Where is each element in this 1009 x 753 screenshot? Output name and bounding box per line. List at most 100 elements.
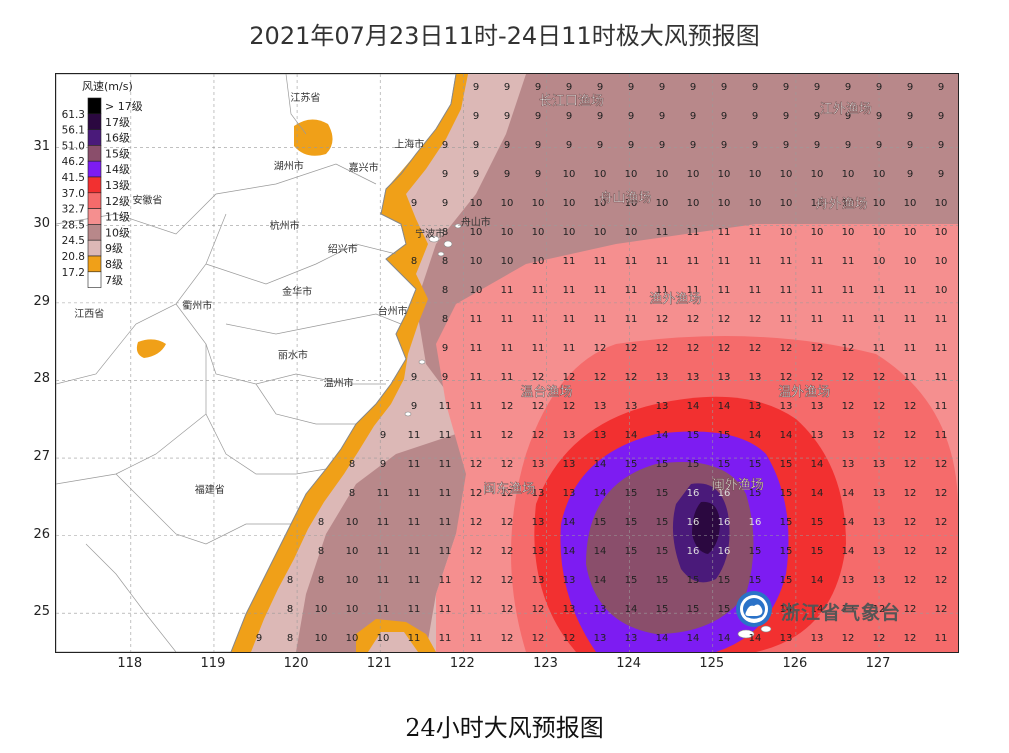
wind-value: 9 — [876, 140, 882, 151]
wind-value: 9 — [690, 111, 696, 122]
wind-value: 11 — [935, 401, 948, 412]
wind-value: 12 — [811, 372, 824, 383]
wind-value: 13 — [656, 401, 669, 412]
wind-value: 15 — [718, 459, 731, 470]
wind-value: 15 — [656, 459, 669, 470]
wind-value: 10 — [532, 198, 545, 209]
wind-value: 9 — [256, 633, 262, 644]
islands — [404, 223, 772, 639]
wind-value: 9 — [442, 140, 448, 151]
x-tick-label: 127 — [865, 656, 891, 671]
wind-value: 11 — [594, 285, 607, 296]
wind-value: 13 — [718, 372, 731, 383]
wind-value: 11 — [625, 314, 638, 325]
wind-value: 14 — [842, 546, 855, 557]
wind-value: 13 — [594, 633, 607, 644]
wind-value: 11 — [377, 604, 390, 615]
fishery-label: 舟山渔场 — [599, 191, 651, 206]
x-tick-label: 126 — [782, 656, 808, 671]
legend-label: 12级 — [105, 195, 130, 208]
wind-value: 9 — [380, 459, 386, 470]
wind-value: 11 — [439, 430, 452, 441]
wind-value: 13 — [842, 575, 855, 586]
wind-value: 15 — [625, 575, 638, 586]
y-tick-label: 25 — [33, 604, 50, 620]
wind-value: 15 — [625, 546, 638, 557]
wind-value: 12 — [904, 430, 917, 441]
wind-value: 10 — [594, 227, 607, 238]
wind-value: 12 — [873, 430, 886, 441]
wind-value: 13 — [532, 546, 545, 557]
wind-value: 15 — [749, 546, 762, 557]
wind-value: 12 — [470, 517, 483, 528]
wind-value: 11 — [656, 285, 669, 296]
wind-value: 13 — [873, 546, 886, 557]
wind-value: 11 — [718, 227, 731, 238]
wind-value: 15 — [749, 459, 762, 470]
place-label: 丽水市 — [278, 349, 308, 362]
legend-swatch — [87, 224, 102, 241]
wind-value: 10 — [873, 256, 886, 267]
x-tick-label: 125 — [699, 656, 725, 671]
wind-value: 9 — [876, 111, 882, 122]
wind-value: 15 — [687, 604, 700, 615]
wind-value: 15 — [656, 546, 669, 557]
wind-value: 14 — [594, 546, 607, 557]
wind-value: 9 — [473, 82, 479, 93]
wind-value: 9 — [473, 169, 479, 180]
legend-label: 10级 — [105, 226, 130, 239]
wind-value: 8 — [287, 633, 293, 644]
wind-value: 12 — [501, 459, 514, 470]
legend-label: 14级 — [105, 163, 130, 176]
wind-value: 9 — [814, 111, 820, 122]
wind-value: 10 — [346, 604, 359, 615]
place-label: 宁波市 — [415, 227, 445, 240]
wind-value: 12 — [904, 459, 917, 470]
wind-value: 13 — [749, 401, 762, 412]
wind-value: 15 — [780, 546, 793, 557]
place-label: 台州市 — [378, 305, 408, 318]
wind-value: 12 — [811, 343, 824, 354]
wind-value: 10 — [377, 633, 390, 644]
wind-value: 12 — [470, 546, 483, 557]
wind-value: 8 — [318, 517, 324, 528]
wind-value: 9 — [783, 111, 789, 122]
wind-value: 14 — [780, 430, 793, 441]
wind-value: 11 — [935, 343, 948, 354]
wind-value: 9 — [504, 82, 510, 93]
legend-swatch — [87, 239, 102, 257]
wind-value: 11 — [873, 343, 886, 354]
wind-value: 11 — [408, 633, 421, 644]
wind-value: 11 — [470, 401, 483, 412]
wind-value: 8 — [349, 459, 355, 470]
wind-value: 16 — [718, 517, 731, 528]
y-tick-label: 30 — [33, 216, 50, 232]
wind-value: 9 — [535, 140, 541, 151]
wind-value: 9 — [938, 169, 944, 180]
wind-value: 10 — [749, 169, 762, 180]
wind-value: 9 — [504, 111, 510, 122]
wind-value: 11 — [377, 488, 390, 499]
wind-value: 9 — [814, 140, 820, 151]
wind-value: 13 — [749, 372, 762, 383]
wind-value: 11 — [594, 256, 607, 267]
legend-label: 8级 — [105, 258, 123, 271]
wind-value: 15 — [811, 517, 824, 528]
wind-value: 10 — [842, 198, 855, 209]
wind-value: 11 — [501, 372, 514, 383]
wind-value: 12 — [501, 633, 514, 644]
wind-value: 14 — [842, 488, 855, 499]
legend: 风速(m/s) > 17级 17级 61.3 16级 56.1 15级 51.0 14级 46.… — [60, 78, 142, 298]
logo-text: 浙江省气象台 — [781, 602, 902, 624]
wind-value: 11 — [811, 285, 824, 296]
wind-value: 14 — [687, 633, 700, 644]
wind-value: 12 — [501, 488, 514, 499]
wind-value: 10 — [315, 604, 328, 615]
wind-value: 12 — [501, 430, 514, 441]
wind-value: 13 — [594, 430, 607, 441]
wind-value: 9 — [442, 198, 448, 209]
legend-title: 风速(m/s) — [82, 80, 133, 93]
place-label: 江西省 — [74, 307, 104, 320]
wind-value: 11 — [935, 633, 948, 644]
